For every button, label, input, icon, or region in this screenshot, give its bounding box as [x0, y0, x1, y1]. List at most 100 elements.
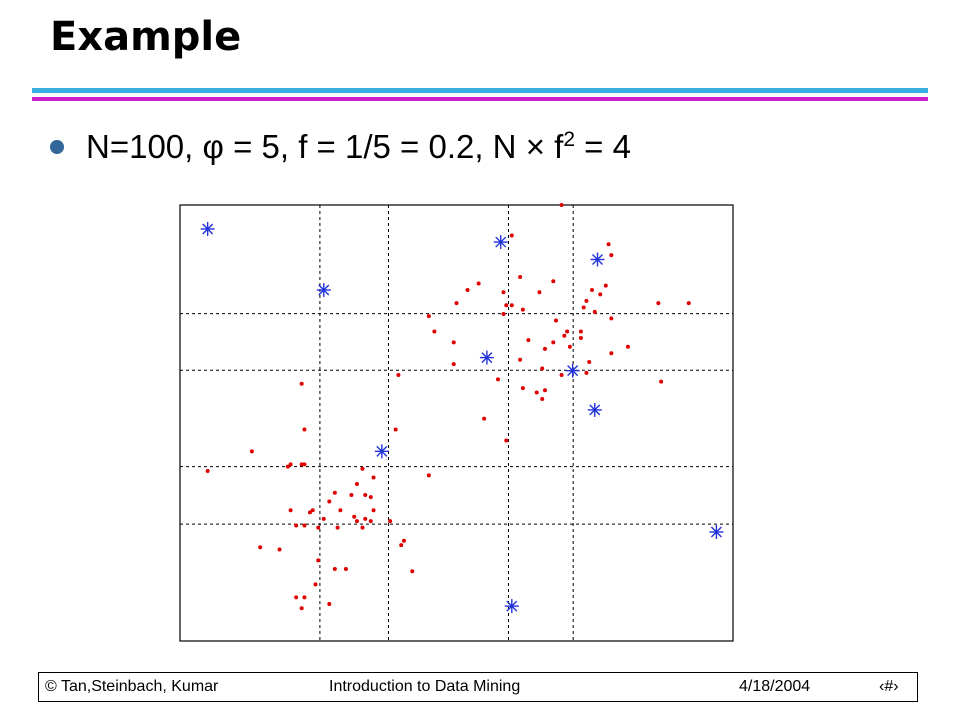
data-point-dot [451, 362, 456, 367]
data-point-dot [518, 274, 523, 279]
data-point-dot [321, 516, 326, 521]
data-point-dot [432, 329, 437, 334]
data-point-dot [501, 290, 506, 295]
data-point-dot [554, 318, 559, 323]
data-point-dot [393, 427, 398, 432]
data-point-dot [310, 508, 315, 513]
data-point-dot [565, 329, 570, 334]
data-point-dot [349, 492, 354, 497]
data-point-dot [540, 366, 545, 371]
data-point-dot [327, 499, 332, 504]
data-point-dot [578, 329, 583, 334]
data-point-dot [426, 473, 431, 478]
data-point-dot [526, 338, 531, 343]
data-point-dot [551, 340, 556, 345]
data-point-dot [335, 525, 340, 530]
data-point-dot [542, 346, 547, 351]
data-point-dot [589, 288, 594, 293]
data-point-dot [316, 525, 321, 530]
data-point-dot [504, 303, 509, 308]
data-point-dot [354, 482, 359, 487]
bullet-dot-icon [50, 140, 64, 154]
title-rule-magenta [32, 97, 928, 101]
bullet-text: N=100, φ = 5, f = 1/5 = 0.2, N × f2 = 4 [86, 128, 631, 166]
data-point-dot [288, 508, 293, 513]
data-point-asterisk [316, 283, 331, 298]
data-point-dot [562, 333, 567, 338]
data-point-dot [332, 490, 337, 495]
data-point-dot [609, 253, 614, 258]
data-point-dot [578, 335, 583, 340]
data-point-dot [338, 508, 343, 513]
data-point-dot [551, 279, 556, 284]
data-point-dot [584, 370, 589, 375]
bullet-prefix: N=100, [86, 128, 203, 165]
data-point-dot [581, 305, 586, 310]
bullet-suffix: = 4 [575, 128, 631, 165]
data-point-dot [302, 462, 307, 467]
bullet-mid: = 5, f = 1/5 = 0.2, N [223, 128, 526, 165]
data-point-dot [299, 381, 304, 386]
data-point-dot [327, 601, 332, 606]
data-point-dot [277, 547, 282, 552]
data-point-dot [606, 242, 611, 247]
data-point-dot [542, 388, 547, 393]
superscript: 2 [563, 128, 575, 151]
data-point-dot [368, 495, 373, 500]
data-point-dot [396, 373, 401, 378]
data-point-dot [388, 519, 393, 524]
data-point-dot [534, 390, 539, 395]
footer: © Tan,Steinbach, Kumar Introduction to D… [38, 672, 918, 702]
data-point-dot [299, 606, 304, 611]
data-point-dot [537, 290, 542, 295]
data-point-dot [371, 508, 376, 513]
data-point-dot [316, 558, 321, 563]
data-point-dot [482, 416, 487, 421]
data-point-dot [354, 519, 359, 524]
data-point-asterisk [479, 350, 494, 365]
data-point-dot [258, 545, 263, 550]
data-point-dot [559, 373, 564, 378]
plot-frame [179, 204, 734, 642]
data-point-dot [313, 582, 318, 587]
data-point-dot [399, 543, 404, 548]
data-point-dot [656, 301, 661, 306]
dot-series [205, 203, 691, 611]
data-point-dot [686, 301, 691, 306]
data-point-dot [603, 283, 608, 288]
data-point-dot [501, 312, 506, 316]
data-point-dot [625, 344, 630, 349]
data-point-asterisk [565, 363, 580, 378]
data-point-dot [520, 386, 525, 391]
data-point-dot [476, 281, 481, 286]
data-point-dot [360, 525, 365, 530]
data-point-dot [401, 538, 406, 543]
data-point-dot [509, 303, 514, 308]
data-point-dot [302, 427, 307, 432]
data-point-dot [598, 292, 603, 297]
phi-symbol: φ [202, 128, 224, 165]
data-point-dot [205, 468, 210, 473]
data-point-dot [587, 359, 592, 364]
slide-title: Example [50, 14, 242, 60]
bullet-f-part: f [544, 128, 564, 165]
data-point-dot [426, 314, 431, 319]
data-point-dot [559, 203, 564, 207]
data-point-asterisk [374, 444, 389, 459]
data-point-dot [363, 516, 368, 521]
data-point-dot [307, 510, 312, 515]
bullet-item: N=100, φ = 5, f = 1/5 = 0.2, N × f2 = 4 [50, 128, 631, 166]
asterisk-series [200, 221, 724, 614]
data-point-dot [332, 567, 337, 572]
data-point-dot [495, 377, 500, 382]
data-point-dot [352, 514, 357, 519]
data-point-dot [299, 462, 304, 467]
data-point-dot [360, 466, 365, 471]
data-point-asterisk [493, 235, 508, 250]
footer-course-title: Introduction to Data Mining [329, 678, 521, 695]
data-point-dot [249, 449, 254, 454]
footer-copyright: © Tan,Steinbach, Kumar [45, 678, 219, 695]
data-point-asterisk [587, 402, 602, 417]
data-point-asterisk [200, 221, 215, 236]
